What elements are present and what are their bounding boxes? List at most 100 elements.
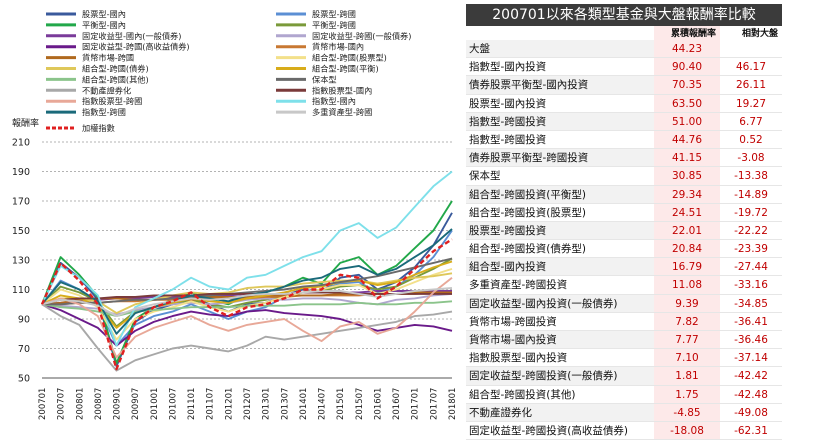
cumulative-return: -18.08	[654, 421, 720, 440]
fund-type-name: 股票型-跨國投資	[466, 221, 654, 240]
cumulative-return: 7.82	[654, 312, 720, 330]
relative-return: -42.48	[734, 388, 768, 401]
cumulative-return: 41.15	[654, 149, 720, 167]
legend-label: 股票型-國內	[82, 9, 126, 19]
relative-return: 19.27	[735, 97, 767, 110]
fund-type-name: 貨幣市場-跨國投資	[469, 315, 557, 328]
legend-label: 固定收益型-國內(一般債券)	[82, 31, 181, 41]
legend-label: 平衡型-國內	[82, 20, 126, 30]
relative-return: -49.08	[734, 406, 768, 419]
x-tick-label: 200801	[75, 388, 85, 420]
fund-type-name: 固定收益型-國內投資(一般債券)	[466, 294, 654, 312]
series-line	[41, 300, 453, 318]
table-title: 200701以來各類型基金與大盤報酬率比較	[466, 4, 782, 26]
legend-label: 指數股票型-國內	[312, 85, 372, 95]
cumulative-return: 90.40	[654, 58, 720, 76]
table-body: 大盤 44.23 指數型-國內投資 90.40 46.17 債券股票平衡型-國內投資 70.…	[466, 40, 782, 440]
fund-type-name: 固定收益型-跨國投資(高收益債券)	[469, 424, 628, 437]
y-tick-label: 170	[12, 197, 30, 208]
y-axis-label: 報酬率	[12, 117, 39, 129]
cumulative-return: 29.34	[654, 185, 720, 203]
fund-type-name: 組合型-跨國投資(其他)	[469, 388, 576, 401]
series-line	[41, 260, 453, 329]
x-tick-label: 201307	[280, 388, 290, 420]
legend-label: 指數股票型-跨國	[82, 96, 142, 106]
series-line	[41, 303, 453, 372]
table-row: 組合型-國內投資 16.79 -27.44	[466, 258, 782, 277]
y-tick-label: 150	[12, 226, 30, 237]
relative-return: -42.42	[734, 370, 768, 383]
x-tick-label: 201701	[411, 388, 421, 420]
legend-label: 指數型-國內	[312, 96, 356, 106]
fund-type-name: 組合型-跨國投資(平衡型)	[466, 185, 654, 203]
fund-return-line-chart: 50 70 90 110 130 150 170 190 210 200701 200707 2008…	[12, 9, 458, 420]
fund-type-name: 組合型-跨國投資(股票型)	[469, 206, 586, 219]
series-line	[41, 170, 453, 347]
header-name-cell	[466, 26, 654, 40]
fund-type-name: 債券股票平衡型-國內投資	[466, 76, 654, 94]
series-line	[41, 276, 453, 359]
relative-return: -34.85	[734, 297, 768, 310]
cumulative-return: 44.23	[654, 40, 720, 58]
relative-return: -13.38	[734, 170, 768, 183]
return-comparison-table: 200701以來各類型基金與大盤報酬率比較 累積報酬率 相對大盤 大盤 44.23…	[466, 4, 782, 440]
table-row: 不動產證券化 -4.85 -49.08	[466, 403, 782, 422]
relative-return: -62.31	[734, 424, 768, 437]
fund-type-name: 指數型-跨國投資	[466, 112, 654, 130]
table-row: 保本型 30.85 -13.38	[466, 167, 782, 186]
x-tick-label: 201801	[448, 388, 458, 420]
table-row: 固定收益型-國內投資(一般債券) 9.39 -34.85	[466, 294, 782, 313]
relative-return: 0.52	[739, 133, 763, 146]
fund-type-name: 固定收益型-跨國投資(一般債券)	[466, 367, 654, 385]
y-tick-label: 110	[12, 285, 30, 296]
x-tick-label: 201707	[429, 388, 439, 420]
x-tick-label: 201001	[150, 388, 160, 420]
cumulative-return: 9.39	[654, 294, 720, 312]
legend-label: 股票型-跨國	[312, 9, 356, 19]
relative-return	[720, 40, 782, 57]
fund-type-name: 保本型	[469, 170, 501, 183]
series-line	[41, 257, 453, 328]
table-row: 固定收益型-跨國投資(一般債券) 1.81 -42.42	[466, 367, 782, 386]
table-row: 債券股票平衡型-跨國投資 41.15 -3.08	[466, 149, 782, 168]
x-tick-label: 201407	[318, 388, 328, 420]
cumulative-return: -4.85	[654, 403, 720, 421]
cumulative-return: 16.79	[654, 258, 720, 276]
x-tick-label: 201601	[373, 388, 383, 420]
x-tick-label: 201507	[355, 388, 365, 420]
legend-label: 多重資產型-跨國	[312, 107, 372, 117]
legend-label: 組合型-跨國(股票型)	[312, 53, 387, 63]
x-tick-label: 200907	[131, 388, 141, 420]
table-row: 指數型-國內投資 90.40 46.17	[466, 58, 782, 77]
fund-type-name: 指數型-跨國投資	[469, 133, 547, 146]
x-tick-label: 201607	[392, 388, 402, 420]
legend-label: 保本型	[312, 74, 337, 84]
fund-type-name: 大盤	[466, 40, 654, 58]
fund-type-name: 多重資產型-跨國投資	[469, 279, 568, 292]
header-cumulative: 累積報酬率	[654, 26, 720, 40]
relative-return: 26.11	[735, 79, 767, 92]
y-tick-label: 50	[18, 374, 30, 385]
series-line	[40, 238, 453, 371]
cumulative-return: 63.50	[654, 94, 720, 112]
relative-return: -14.89	[734, 188, 768, 201]
legend-label: 貨幣市場-跨國	[82, 53, 134, 63]
series-line	[42, 257, 453, 306]
legend-label: 組合型-跨國(平衡)	[312, 64, 379, 74]
table-row: 多重資產型-跨國投資 11.08 -33.16	[466, 276, 782, 295]
x-tick-label: 201101	[187, 388, 197, 420]
cumulative-return: 1.75	[654, 385, 720, 403]
table-row: 指數股票型-國內投資 7.10 -37.14	[466, 349, 782, 368]
table-row: 大盤 44.23	[466, 40, 782, 59]
cumulative-return: 44.76	[654, 130, 720, 149]
relative-return: -22.22	[734, 224, 768, 237]
legend-label: 平衡型-跨國	[312, 20, 356, 30]
table-row: 貨幣市場-國內投資 7.77 -36.46	[466, 331, 782, 350]
cumulative-return: 11.08	[654, 276, 720, 294]
table-row: 組合型-跨國投資(股票型) 24.51 -19.72	[466, 203, 782, 222]
cumulative-return: 51.00	[654, 112, 720, 130]
cumulative-return: 70.35	[654, 76, 720, 94]
y-tick-label: 90	[18, 315, 30, 326]
relative-return: -33.16	[734, 279, 768, 292]
y-tick-label: 130	[12, 256, 30, 267]
